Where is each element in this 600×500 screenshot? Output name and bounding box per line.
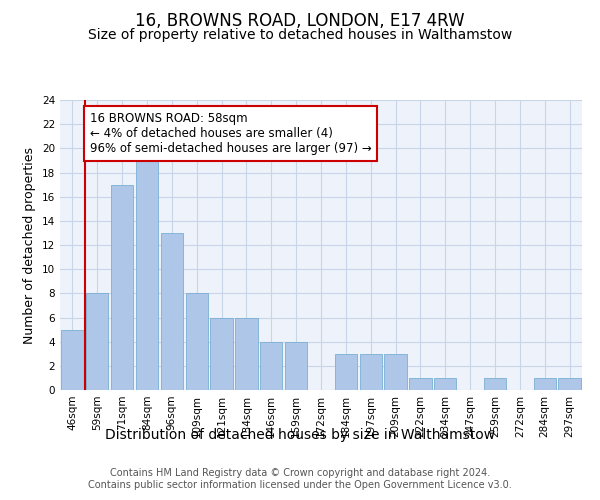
Bar — [61, 330, 83, 390]
Y-axis label: Number of detached properties: Number of detached properties — [23, 146, 37, 344]
Bar — [484, 378, 506, 390]
Bar — [260, 342, 283, 390]
Bar — [533, 378, 556, 390]
Bar — [385, 354, 407, 390]
Bar — [409, 378, 431, 390]
Bar — [136, 148, 158, 390]
Text: Distribution of detached houses by size in Walthamstow: Distribution of detached houses by size … — [105, 428, 495, 442]
Bar — [434, 378, 457, 390]
Text: Contains HM Land Registry data © Crown copyright and database right 2024.
Contai: Contains HM Land Registry data © Crown c… — [88, 468, 512, 490]
Text: 16 BROWNS ROAD: 58sqm
← 4% of detached houses are smaller (4)
96% of semi-detach: 16 BROWNS ROAD: 58sqm ← 4% of detached h… — [90, 112, 371, 155]
Bar — [211, 318, 233, 390]
Bar — [359, 354, 382, 390]
Bar — [335, 354, 357, 390]
Bar — [86, 294, 109, 390]
Text: 16, BROWNS ROAD, LONDON, E17 4RW: 16, BROWNS ROAD, LONDON, E17 4RW — [135, 12, 465, 30]
Bar — [285, 342, 307, 390]
Bar — [559, 378, 581, 390]
Text: Size of property relative to detached houses in Walthamstow: Size of property relative to detached ho… — [88, 28, 512, 42]
Bar — [161, 233, 183, 390]
Bar — [235, 318, 257, 390]
Bar — [185, 294, 208, 390]
Bar — [111, 184, 133, 390]
